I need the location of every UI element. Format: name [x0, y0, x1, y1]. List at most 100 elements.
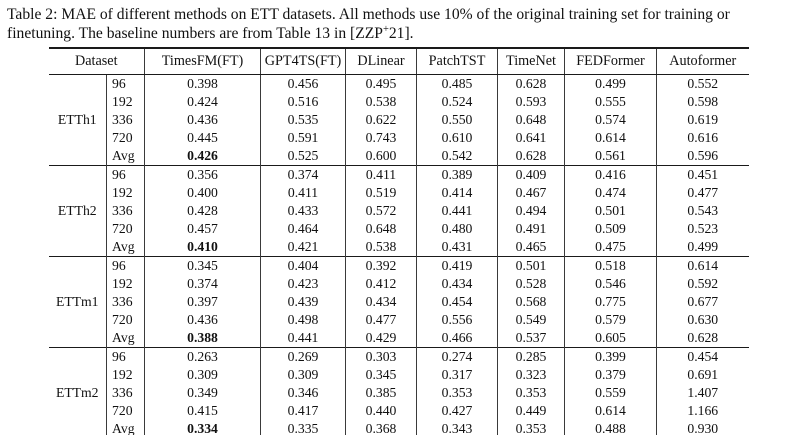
- value-cell: 0.616: [656, 129, 749, 147]
- value-cell: 0.630: [656, 311, 749, 329]
- table-row: Avg 0.388 0.441 0.429 0.466 0.537 0.605 0.628: [49, 329, 749, 348]
- caption-text-end: 21].: [388, 25, 414, 42]
- value-cell: 0.648: [497, 111, 565, 129]
- value-cell: 0.454: [656, 347, 749, 366]
- value-cell: 0.600: [345, 147, 417, 166]
- value-cell: 0.572: [345, 202, 417, 220]
- value-cell: 0.474: [564, 184, 657, 202]
- value-cell: 0.411: [260, 184, 346, 202]
- value-cell: 0.535: [260, 111, 346, 129]
- value-cell: 0.574: [564, 111, 657, 129]
- value-cell: 0.501: [564, 202, 657, 220]
- value-cell: 0.353: [416, 384, 498, 402]
- value-cell: 0.424: [144, 93, 261, 111]
- table-row: 720 0.457 0.464 0.648 0.480 0.491 0.509 0.523: [49, 220, 749, 238]
- value-cell: 0.596: [656, 147, 749, 166]
- horizon-cell: 192: [106, 366, 145, 384]
- value-cell: 0.467: [497, 184, 565, 202]
- dataset-group-ettm1: ETTm1 96 0.345 0.404 0.392 0.419 0.501 0.518 0.6…: [48, 256, 749, 348]
- value-cell: 0.303: [345, 347, 417, 366]
- value-cell: 0.410: [144, 238, 261, 257]
- horizon-cell: Avg: [106, 420, 145, 435]
- value-cell: 0.263: [144, 347, 261, 366]
- value-cell: 0.466: [416, 329, 498, 348]
- value-cell: 0.345: [345, 366, 417, 384]
- value-cell: 0.546: [564, 275, 657, 293]
- table-row: 192 0.309 0.309 0.345 0.317 0.323 0.379 0.691: [49, 366, 749, 384]
- horizon-cell: 96: [106, 74, 145, 93]
- value-cell: 0.421: [260, 238, 346, 257]
- value-cell: 0.429: [345, 329, 417, 348]
- value-cell: 0.439: [260, 293, 346, 311]
- value-cell: 0.591: [260, 129, 346, 147]
- value-cell: 0.519: [345, 184, 417, 202]
- value-cell: 0.400: [144, 184, 261, 202]
- value-cell: 0.399: [564, 347, 657, 366]
- table-row: ETTm1 96 0.345 0.404 0.392 0.419 0.501 0.518 0.6…: [49, 256, 749, 309]
- value-cell: 0.628: [656, 329, 749, 348]
- value-cell: 0.495: [345, 74, 417, 93]
- value-cell: 0.592: [656, 275, 749, 293]
- horizon-cell: 720: [106, 220, 145, 238]
- value-cell: 0.465: [497, 238, 565, 257]
- value-cell: 0.374: [144, 275, 261, 293]
- value-cell: 0.648: [345, 220, 417, 238]
- value-cell: 0.392: [345, 256, 417, 275]
- value-cell: 0.317: [416, 366, 498, 384]
- value-cell: 0.398: [144, 74, 261, 93]
- horizon-cell: 720: [106, 311, 145, 329]
- value-cell: 0.269: [260, 347, 346, 366]
- header-fedformer: FEDFormer: [564, 48, 657, 75]
- value-cell: 0.309: [144, 366, 261, 384]
- value-cell: 0.568: [497, 293, 565, 311]
- value-cell: 0.538: [345, 93, 417, 111]
- table-row: 192 0.424 0.516 0.538 0.524 0.593 0.555 0.598: [49, 93, 749, 111]
- horizon-cell: 336: [106, 384, 145, 402]
- value-cell: 0.499: [656, 238, 749, 257]
- value-cell: 0.622: [345, 111, 417, 129]
- value-cell: 0.353: [497, 384, 565, 402]
- value-cell: 0.579: [564, 311, 657, 329]
- value-cell: 0.775: [564, 293, 657, 311]
- value-cell: 0.477: [345, 311, 417, 329]
- caption-text: Table 2: MAE of different methods on ETT…: [7, 6, 730, 42]
- value-cell: 0.475: [564, 238, 657, 257]
- table-row: Avg 0.334 0.335 0.368 0.343 0.353 0.488 0.930: [49, 420, 749, 435]
- horizon-cell: 336: [106, 202, 145, 220]
- horizon-cell: 192: [106, 184, 145, 202]
- dataset-group-etth2: ETTh2 96 0.356 0.374 0.411 0.389 0.409 0.416 0.4…: [48, 165, 749, 257]
- value-cell: 0.509: [564, 220, 657, 238]
- value-cell: 0.451: [656, 165, 749, 184]
- value-cell: 0.614: [564, 129, 657, 147]
- horizon-cell: 96: [106, 165, 145, 184]
- value-cell: 0.414: [416, 184, 498, 202]
- value-cell: 0.614: [656, 256, 749, 275]
- value-cell: 0.561: [564, 147, 657, 166]
- value-cell: 0.480: [416, 220, 498, 238]
- header-timenet: TimeNet: [497, 48, 565, 75]
- value-cell: 0.456: [260, 74, 346, 93]
- value-cell: 0.593: [497, 93, 565, 111]
- value-cell: 0.379: [564, 366, 657, 384]
- value-cell: 0.415: [144, 402, 261, 420]
- value-cell: 0.335: [260, 420, 346, 435]
- value-cell: 0.454: [416, 293, 498, 311]
- header-dlinear: DLinear: [345, 48, 417, 75]
- value-cell: 0.356: [144, 165, 261, 184]
- value-cell: 1.166: [656, 402, 749, 420]
- value-cell: 0.552: [656, 74, 749, 93]
- value-cell: 0.501: [497, 256, 565, 275]
- results-table: Dataset TimesFM(FT) GPT4TS(FT) DLinear P…: [48, 47, 749, 435]
- value-cell: 0.743: [345, 129, 417, 147]
- value-cell: 0.433: [260, 202, 346, 220]
- value-cell: 0.605: [564, 329, 657, 348]
- value-cell: 0.417: [260, 402, 346, 420]
- header-autoformer: Autoformer: [656, 48, 749, 75]
- table-row: 720 0.436 0.498 0.477 0.556 0.549 0.579 0.630: [49, 311, 749, 329]
- value-cell: 0.598: [656, 93, 749, 111]
- horizon-cell: 336: [106, 111, 145, 129]
- value-cell: 0.374: [260, 165, 346, 184]
- value-cell: 0.610: [416, 129, 498, 147]
- value-cell: 0.614: [564, 402, 657, 420]
- table-row: 192 0.374 0.423 0.412 0.434 0.528 0.546 0.592: [49, 275, 749, 293]
